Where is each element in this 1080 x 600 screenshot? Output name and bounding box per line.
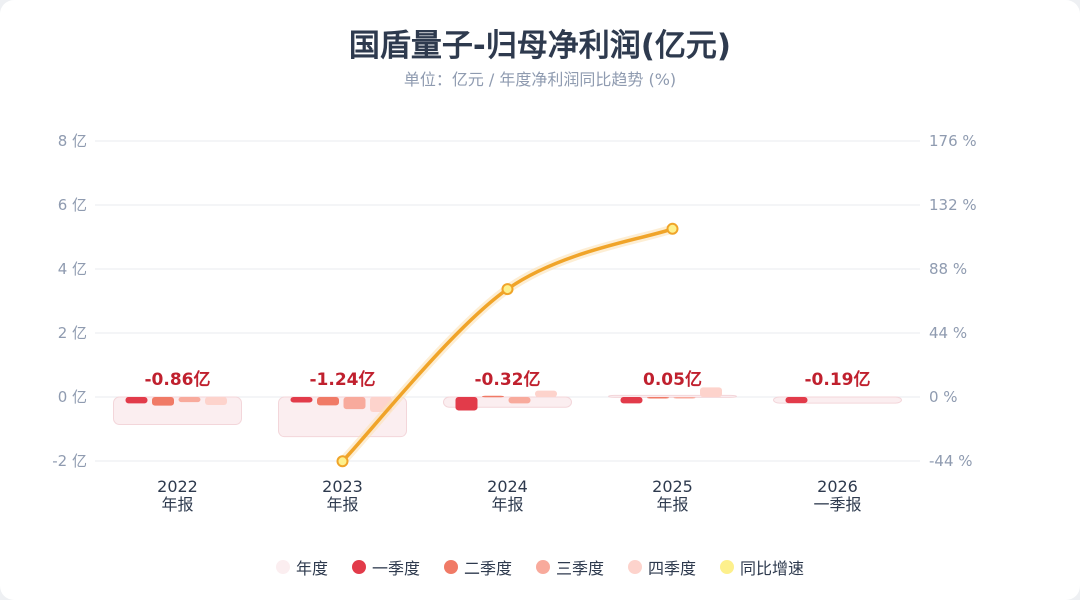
x-axis-tick-year: 2025: [652, 477, 693, 496]
yoy-point: [336, 455, 349, 468]
legend-label: 一季度: [371, 559, 420, 578]
annual-data-label: -0.32亿: [475, 369, 541, 390]
right-axis-tick: 0 %: [929, 388, 958, 406]
legend-item[interactable]: 二季度: [443, 555, 512, 579]
left-axis-tick: 0 亿: [58, 388, 87, 406]
quarter-bar-3: [178, 397, 201, 403]
yoy-point: [501, 283, 514, 296]
right-axis-tick: 88 %: [929, 260, 967, 278]
legend-swatch: [628, 560, 643, 574]
annual-data-label: -1.24亿: [310, 369, 376, 390]
quarter-bar-4: [205, 397, 227, 405]
quarter-bar-1: [620, 397, 643, 404]
legend-swatch: [351, 560, 366, 574]
x-axis-tick-period: 年报: [326, 495, 358, 514]
yoy-point: [666, 222, 679, 235]
quarter-bar-3: [673, 397, 696, 399]
quarter-bar-1: [455, 397, 478, 411]
legend-label: 同比增速: [740, 559, 805, 578]
x-axis-tick-period: 年报: [161, 495, 193, 514]
right-axis-tick: 44 %: [929, 324, 967, 342]
legend-item[interactable]: 三季度: [536, 555, 604, 579]
x-axis-tick-year: 2026: [817, 477, 858, 496]
x-axis-tick-period: 年报: [491, 495, 523, 514]
x-axis-tick-year: 2022: [157, 477, 198, 496]
annual-data-label: -0.19亿: [805, 369, 871, 390]
left-axis-tick: 2 亿: [58, 324, 87, 342]
chart-title: 国盾量子-归母净利润(亿元): [348, 28, 732, 64]
legend-swatch: [720, 560, 735, 574]
legend-item[interactable]: 同比增速: [720, 555, 804, 579]
legend-label: 三季度: [556, 559, 605, 578]
legend-swatch: [275, 560, 290, 574]
x-axis-tick-period: 一季报: [813, 495, 861, 514]
left-axis-tick: 4 亿: [58, 260, 87, 278]
legend-swatch: [536, 560, 550, 574]
legend-label: 二季度: [463, 559, 512, 578]
legend-label: 四季度: [648, 559, 697, 578]
left-axis-tick: -2 亿: [52, 452, 87, 470]
right-axis-tick: -44 %: [929, 452, 973, 470]
quarter-bar-3: [508, 397, 531, 404]
annual-data-label: -0.86亿: [145, 369, 211, 390]
quarter-bar-1: [785, 397, 808, 404]
legend-item[interactable]: 一季度: [351, 555, 420, 579]
right-axis-tick: 132 %: [929, 196, 977, 214]
quarter-bar-1: [125, 397, 148, 404]
quarter-bar-4: [700, 387, 722, 397]
quarter-bar-2: [647, 397, 669, 399]
quarter-bar-4: [535, 390, 557, 397]
right-axis-tick: 176 %: [929, 132, 977, 150]
legend-label: 年度: [295, 559, 328, 578]
legend-swatch: [443, 560, 458, 574]
left-axis-tick: 6 亿: [58, 196, 87, 214]
legend-item[interactable]: 四季度: [628, 555, 696, 579]
quarter-bar-2: [317, 397, 339, 406]
quarter-bar-1: [290, 397, 313, 403]
annual-data-label: 0.05亿: [643, 369, 702, 390]
x-axis-tick-period: 年报: [656, 495, 688, 514]
legend: 年度 一季度 二季度 三季度 四季度 同比增速: [0, 555, 1080, 579]
quarter-bar-3: [343, 397, 366, 410]
x-axis-tick-year: 2023: [322, 477, 363, 496]
left-axis-tick: 8 亿: [58, 132, 87, 150]
legend-item[interactable]: 年度: [275, 555, 328, 579]
chart-subtitle: 单位：亿元 / 年度净利润同比趋势 (%): [403, 70, 677, 89]
quarter-bar-2: [482, 395, 504, 398]
x-axis-tick-year: 2024: [487, 477, 528, 496]
quarter-bar-2: [152, 397, 174, 406]
